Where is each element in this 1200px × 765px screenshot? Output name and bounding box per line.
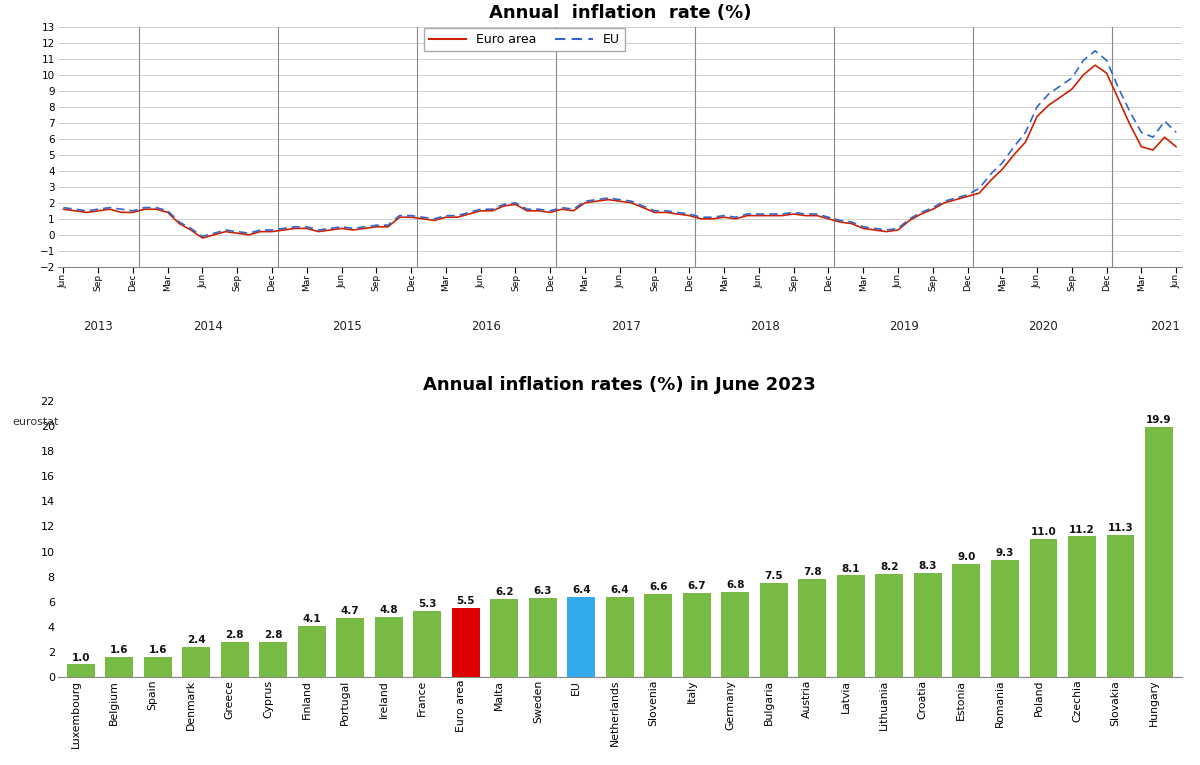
- Text: 2019: 2019: [889, 320, 919, 333]
- Text: 6.7: 6.7: [688, 581, 706, 591]
- Bar: [67, 665, 95, 677]
- Bar: [1145, 428, 1172, 677]
- Bar: [298, 626, 325, 677]
- Bar: [452, 608, 480, 677]
- Bar: [836, 575, 865, 677]
- Text: 8.2: 8.2: [880, 562, 899, 572]
- Bar: [991, 560, 1019, 677]
- Text: 2.8: 2.8: [226, 630, 244, 640]
- Bar: [259, 642, 287, 677]
- Text: 8.1: 8.1: [841, 564, 860, 574]
- Text: 7.5: 7.5: [764, 571, 784, 581]
- Text: 2013: 2013: [83, 320, 113, 333]
- Title: Annual  inflation  rate (%): Annual inflation rate (%): [488, 5, 751, 22]
- Bar: [914, 573, 942, 677]
- Bar: [374, 617, 403, 677]
- Text: 2015: 2015: [332, 320, 362, 333]
- Text: 6.3: 6.3: [534, 586, 552, 596]
- Legend: Euro area, EU: Euro area, EU: [424, 28, 625, 51]
- Bar: [683, 593, 710, 677]
- Text: 7.8: 7.8: [803, 568, 822, 578]
- Text: 1.0: 1.0: [72, 653, 90, 662]
- Text: 2021: 2021: [1150, 320, 1180, 333]
- Bar: [798, 579, 826, 677]
- Text: 9.0: 9.0: [958, 552, 976, 562]
- Bar: [1030, 539, 1057, 677]
- Text: 9.3: 9.3: [996, 549, 1014, 558]
- Bar: [644, 594, 672, 677]
- Text: 19.9: 19.9: [1146, 415, 1171, 425]
- Bar: [760, 583, 787, 677]
- Text: 4.7: 4.7: [341, 606, 360, 616]
- Text: 8.3: 8.3: [919, 561, 937, 571]
- Text: 6.4: 6.4: [572, 584, 590, 595]
- Text: 1.6: 1.6: [149, 645, 167, 655]
- Bar: [106, 657, 133, 677]
- Text: 2014: 2014: [193, 320, 223, 333]
- Bar: [953, 564, 980, 677]
- Bar: [606, 597, 634, 677]
- Text: 2016: 2016: [472, 320, 502, 333]
- Text: 6.4: 6.4: [611, 584, 629, 595]
- Bar: [414, 610, 442, 677]
- Bar: [721, 591, 749, 677]
- Text: 11.0: 11.0: [1031, 527, 1056, 537]
- Bar: [221, 642, 248, 677]
- Bar: [568, 597, 595, 677]
- Bar: [529, 598, 557, 677]
- Text: 4.8: 4.8: [379, 605, 398, 615]
- Text: 5.5: 5.5: [456, 596, 475, 606]
- Text: eurostat: eurostat: [12, 417, 59, 427]
- Text: 5.3: 5.3: [418, 599, 437, 609]
- Bar: [144, 657, 172, 677]
- Text: 1.6: 1.6: [110, 645, 128, 655]
- Text: 11.2: 11.2: [1069, 525, 1094, 535]
- Text: 6.8: 6.8: [726, 580, 744, 590]
- Title: Annual inflation rates (%) in June 2023: Annual inflation rates (%) in June 2023: [424, 376, 816, 394]
- Bar: [1106, 536, 1134, 677]
- Text: 2018: 2018: [750, 320, 780, 333]
- Bar: [182, 647, 210, 677]
- Text: 2.4: 2.4: [187, 635, 205, 645]
- Text: 6.2: 6.2: [496, 588, 514, 597]
- Bar: [1068, 536, 1096, 677]
- Bar: [491, 599, 518, 677]
- Text: 2020: 2020: [1028, 320, 1057, 333]
- Text: 2017: 2017: [611, 320, 641, 333]
- Text: 2.8: 2.8: [264, 630, 282, 640]
- Text: 11.3: 11.3: [1108, 523, 1133, 533]
- Bar: [336, 618, 364, 677]
- Text: 6.6: 6.6: [649, 582, 667, 592]
- Bar: [876, 575, 904, 677]
- Text: 4.1: 4.1: [302, 614, 322, 623]
